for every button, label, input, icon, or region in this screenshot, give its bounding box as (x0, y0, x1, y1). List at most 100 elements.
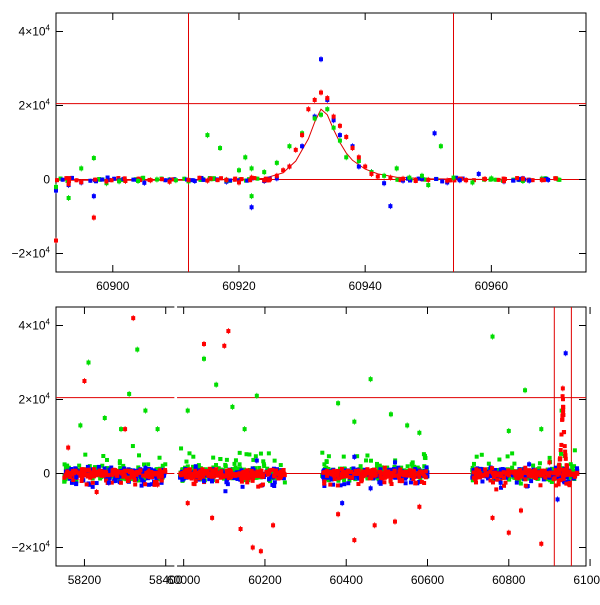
data-point-green (559, 452, 563, 456)
data-point-red (507, 531, 511, 535)
data-point-red (340, 472, 344, 476)
data-point-red (356, 482, 360, 486)
data-point-red (474, 480, 478, 484)
data-point-green (313, 116, 317, 120)
data-point-green (489, 176, 493, 180)
data-point-red (267, 471, 271, 475)
data-point-red (332, 115, 336, 119)
data-point-green (531, 464, 535, 468)
data-point-red (533, 476, 537, 480)
data-point-red (391, 471, 395, 475)
data-point-red (123, 179, 127, 183)
data-point-red (490, 466, 494, 470)
data-point-blue (107, 481, 111, 485)
data-point-red (79, 180, 83, 184)
data-point-red (561, 413, 565, 417)
data-point-red (119, 481, 123, 485)
data-point-green (92, 156, 96, 160)
y-tick-label: −2×104 (12, 246, 51, 261)
data-point-red (110, 178, 114, 182)
data-point-red (322, 479, 326, 483)
data-point-red (205, 470, 209, 474)
x-tick-label: 60920 (222, 279, 256, 293)
data-point-green (163, 462, 167, 466)
data-point-blue (74, 475, 78, 479)
data-point-red (222, 344, 226, 348)
data-point-red (233, 177, 237, 181)
data-point-red (564, 471, 568, 475)
data-point-red (55, 178, 59, 182)
x-tick-label: 60800 (492, 573, 526, 587)
data-point-blue (193, 179, 197, 183)
data-point-red (344, 135, 348, 139)
data-point-red (157, 475, 161, 479)
data-point-blue (477, 172, 481, 176)
data-point-blue (88, 179, 92, 183)
data-point-red (85, 482, 89, 486)
data-point-red (557, 465, 561, 469)
data-point-red (187, 469, 191, 473)
data-point-green (423, 454, 427, 458)
data-point-red (371, 468, 375, 472)
data-point-green (155, 178, 159, 182)
data-point-blue (346, 481, 350, 485)
data-point-red (54, 239, 58, 243)
data-point-green (119, 427, 123, 431)
data-point-green (325, 107, 329, 111)
data-point-green (405, 423, 409, 427)
model-curve (56, 109, 555, 180)
plot-frame (56, 13, 586, 272)
data-point-red (377, 470, 381, 474)
data-point-red (382, 480, 386, 484)
data-point-red (523, 466, 527, 470)
data-point-red (561, 397, 565, 401)
data-point-red (402, 472, 406, 476)
data-point-red (245, 471, 249, 475)
data-point-red (408, 468, 412, 472)
data-point-blue (100, 178, 104, 182)
data-point-red (353, 469, 357, 473)
data-point-red (90, 474, 94, 478)
data-point-red (148, 475, 152, 479)
data-point-green (118, 459, 122, 463)
data-point-red (210, 475, 214, 479)
data-point-red (390, 482, 394, 486)
data-point-red (529, 472, 533, 476)
data-point-green (519, 482, 523, 486)
data-point-red (393, 520, 397, 524)
data-point-green (283, 480, 287, 484)
data-point-red (401, 177, 405, 181)
data-point-green (548, 456, 552, 460)
data-point-green (211, 456, 215, 460)
y-tick-label: 4×104 (19, 318, 51, 333)
data-point-blue (194, 464, 198, 468)
data-point-green (143, 409, 147, 413)
data-point-red (410, 473, 414, 477)
data-point-green (54, 185, 58, 189)
data-point-red (255, 474, 259, 478)
data-point-green (539, 427, 543, 431)
data-point-red (563, 450, 567, 454)
data-point-blue (226, 482, 230, 486)
data-point-green (225, 458, 229, 462)
y-tick-label: 0 (43, 467, 50, 481)
data-point-green (332, 126, 336, 130)
data-point-red (413, 481, 417, 485)
data-point-red (273, 474, 277, 478)
x-tick-label: 60960 (475, 279, 509, 293)
data-point-red (143, 482, 147, 486)
data-point-red (554, 483, 558, 487)
data-point-green (506, 454, 510, 458)
data-point-red (102, 474, 106, 478)
data-point-red (388, 176, 392, 180)
data-point-red (91, 481, 95, 485)
data-point-red (547, 474, 551, 478)
data-point-blue (556, 497, 560, 501)
data-point-green (382, 174, 386, 178)
x-tick-label: 60200 (248, 573, 282, 587)
data-point-red (338, 124, 342, 128)
data-point-green (279, 463, 283, 467)
data-point-red (565, 464, 569, 468)
data-point-red (499, 474, 503, 478)
data-point-green (507, 429, 511, 433)
